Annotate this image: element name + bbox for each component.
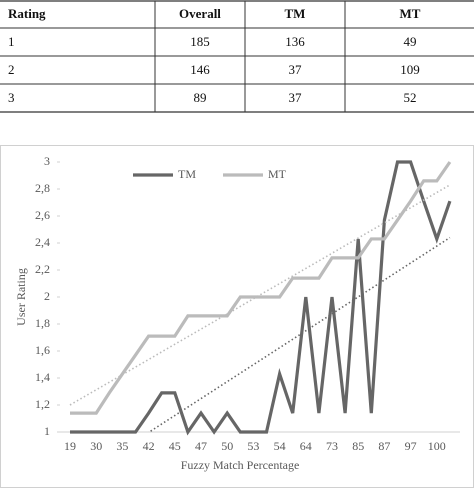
table-cell: 3 (8, 90, 15, 105)
legend-label: MT (268, 167, 287, 181)
table-cell: 2 (8, 62, 15, 77)
trend-line (69, 184, 451, 406)
x-axis-title: Fuzzy Match Percentage (181, 458, 300, 472)
y-tick-label: 3 (44, 154, 50, 168)
x-tick-label: 73 (326, 439, 338, 453)
table-cell: 146 (190, 62, 210, 77)
x-tick-label: 54 (274, 439, 286, 453)
y-tick-label: 1,6 (35, 343, 50, 357)
table-cell: 1 (8, 34, 15, 49)
table-header: MT (400, 6, 421, 21)
series-line (70, 161, 452, 415)
x-tick-label: 45 (169, 439, 181, 453)
trend-line (147, 236, 451, 432)
table-cell: 89 (194, 90, 207, 105)
table-header: Overall (179, 6, 221, 21)
table-cell: 49 (404, 34, 417, 49)
table-cell: 136 (285, 34, 305, 49)
y-tick-label: 1,4 (35, 370, 50, 384)
table-cell: 185 (190, 34, 210, 49)
x-tick-label: 42 (143, 439, 155, 453)
x-tick-label: 50 (221, 439, 233, 453)
x-tick-label: 19 (64, 439, 76, 453)
x-tick-label: 47 (195, 439, 207, 453)
y-tick-label: 2,8 (35, 181, 50, 195)
table-cell: 37 (289, 62, 303, 77)
table (0, 0, 474, 113)
legend-label: TM (178, 167, 196, 181)
y-tick-label: 2,4 (35, 235, 50, 249)
y-tick-label: 2,6 (35, 208, 50, 222)
table-header: TM (285, 6, 306, 21)
x-tick-label: 87 (378, 439, 390, 453)
x-tick-label: 53 (247, 439, 259, 453)
y-tick-label: 1,2 (35, 397, 50, 411)
x-tick-label: 97 (405, 439, 417, 453)
y-tick-label: 1 (44, 424, 50, 438)
y-tick-label: 2,2 (35, 262, 50, 276)
x-tick-label: 85 (352, 439, 364, 453)
series-line (70, 160, 452, 436)
x-tick-label: 64 (300, 439, 312, 453)
table-cell: 52 (404, 90, 417, 105)
y-tick-label: 2 (44, 289, 50, 303)
x-tick-label: 30 (90, 439, 102, 453)
x-tick-label: 100 (428, 439, 446, 453)
y-tick-label: 1,8 (35, 316, 50, 330)
chart-frame (0, 145, 474, 488)
table-cell: 109 (400, 62, 420, 77)
x-tick-label: 35 (116, 439, 128, 453)
table-cell: 37 (289, 90, 303, 105)
table-header: Rating (8, 6, 46, 21)
y-axis-title: User Rating (14, 268, 28, 326)
